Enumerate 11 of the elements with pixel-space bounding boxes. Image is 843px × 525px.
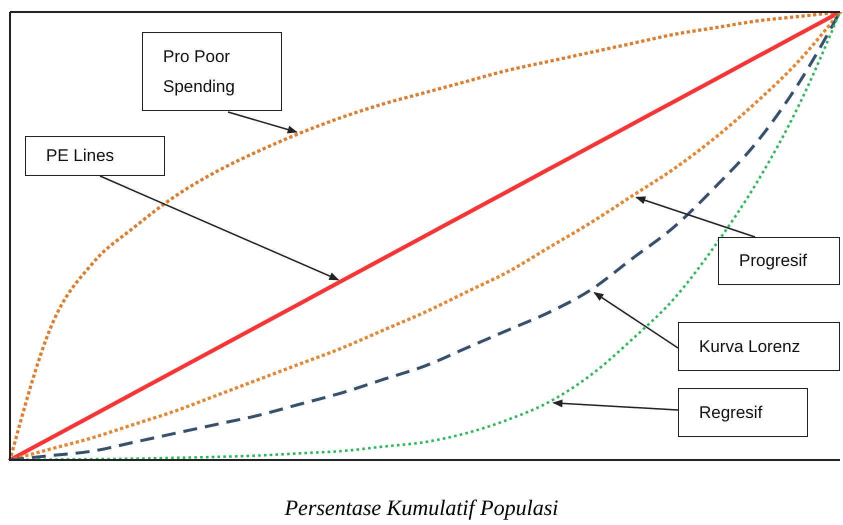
label-box: Regresif <box>678 388 808 437</box>
annotation: Kurva Lorenz <box>699 336 800 358</box>
annotation: Pro Poor Spending <box>163 46 236 98</box>
label-box: Progresif <box>718 237 840 285</box>
annotation: Progresif <box>739 250 808 272</box>
annotation: PE Lines <box>46 145 114 167</box>
label-box: Kurva Lorenz <box>678 322 840 371</box>
x-axis-title: Persentase Kumulatif Populasi <box>284 495 560 521</box>
label-box: Pro Poor Spending <box>142 32 282 111</box>
label-box: PE Lines <box>25 136 165 176</box>
annotation: Regresif <box>699 402 762 424</box>
